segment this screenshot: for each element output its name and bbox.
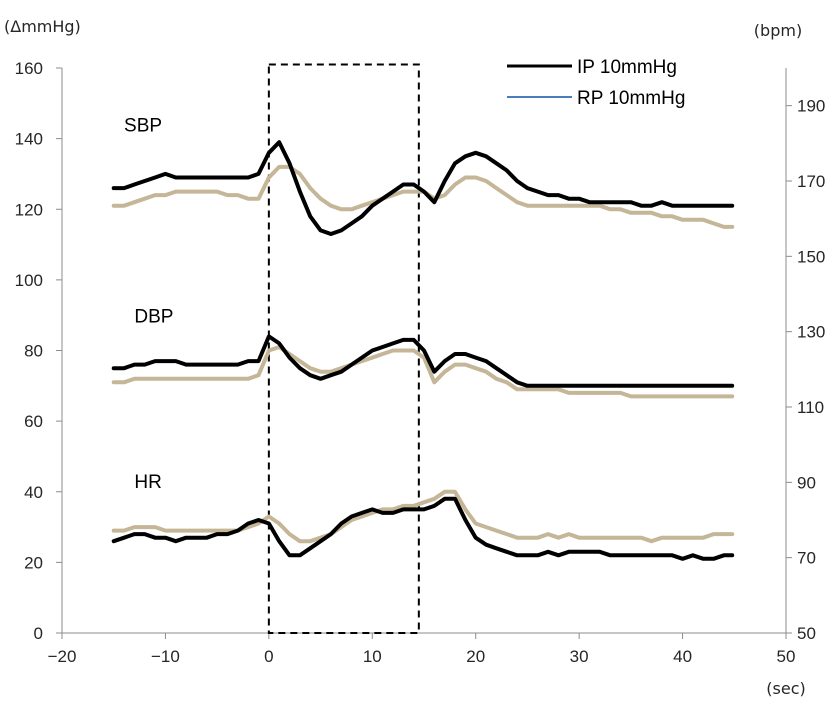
x-tick-label: 20 <box>466 647 485 666</box>
x-tick-label: 0 <box>264 647 273 666</box>
ticks: −20 −10 0 10 20 30 40 50 0 20 40 60 80 100 120 140 160 50… <box>15 59 826 666</box>
legend-label: IP 10mmHg <box>577 57 677 78</box>
series-lines <box>111 140 735 561</box>
y-right-tick-label: 50 <box>797 624 816 643</box>
y-left-tick-label: 40 <box>24 483 43 502</box>
x-tick-label: 40 <box>673 647 692 666</box>
x-tick-label: 30 <box>570 647 589 666</box>
legend: IP 10mmHg RP 10mmHg <box>507 57 685 109</box>
annotation-sbp: SBP <box>124 116 162 137</box>
x-tick-label: −20 <box>48 647 77 666</box>
y-left-tick-label: 120 <box>15 200 43 219</box>
y-right-tick-label: 170 <box>797 172 825 191</box>
x-tick-label: −10 <box>151 647 180 666</box>
y-left-tick-label: 20 <box>24 553 43 572</box>
series-line-dbp-ip <box>111 334 735 388</box>
y-right-tick-label: 190 <box>797 97 825 116</box>
y-left-tick-label: 140 <box>15 130 43 149</box>
legend-label: RP 10mmHg <box>577 88 685 109</box>
annotations: SBP DBP HR <box>124 116 173 494</box>
y-left-tick-label: 80 <box>24 342 43 361</box>
y-right-tick-label: 110 <box>797 398 824 417</box>
x-unit-label: (sec) <box>766 679 805 698</box>
y-left-tick-label: 0 <box>34 624 43 643</box>
y-right-unit-label: (bpm) <box>754 21 802 40</box>
series-line-hr-ip <box>111 496 735 561</box>
series-line-dbp-rp <box>111 345 735 399</box>
y-right-tick-label: 130 <box>797 323 825 342</box>
y-left-unit-label: (ΔmmHg) <box>4 17 81 36</box>
y-left-tick-label: 100 <box>15 271 43 290</box>
series-line-sbp-ip <box>111 140 735 236</box>
y-left-tick-label: 160 <box>15 59 43 78</box>
series-line-hr-rp <box>111 489 735 544</box>
annotation-dbp: DBP <box>134 306 173 327</box>
annotation-hr: HR <box>134 472 161 493</box>
y-left-tick-label: 60 <box>24 412 43 431</box>
x-tick-label: 10 <box>363 647 382 666</box>
y-right-tick-label: 90 <box>797 473 816 492</box>
y-right-tick-label: 70 <box>797 549 816 568</box>
y-right-tick-label: 150 <box>797 247 825 266</box>
x-tick-label: 50 <box>777 647 796 666</box>
